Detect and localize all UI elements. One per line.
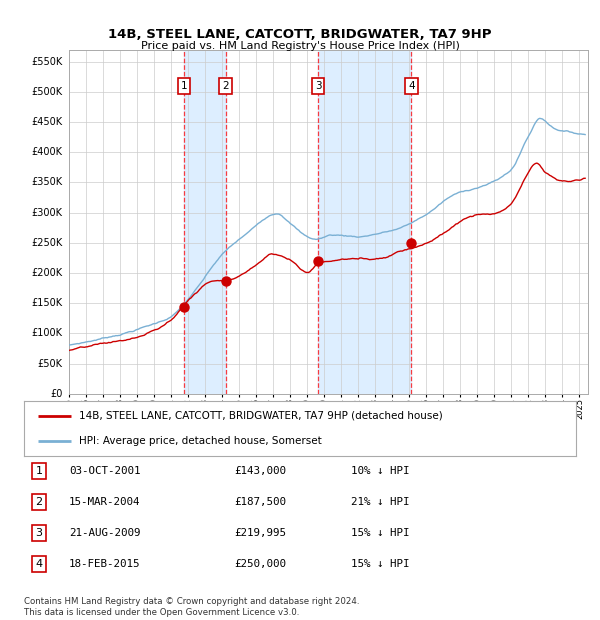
Text: 10% ↓ HPI: 10% ↓ HPI: [351, 466, 409, 476]
Text: £500K: £500K: [32, 87, 63, 97]
Text: 14B, STEEL LANE, CATCOTT, BRIDGWATER, TA7 9HP: 14B, STEEL LANE, CATCOTT, BRIDGWATER, TA…: [108, 28, 492, 41]
Text: 15% ↓ HPI: 15% ↓ HPI: [351, 528, 409, 538]
Text: £250,000: £250,000: [234, 559, 286, 569]
Text: £200K: £200K: [32, 268, 63, 278]
Text: 03-OCT-2001: 03-OCT-2001: [69, 466, 140, 476]
Text: £150K: £150K: [32, 298, 63, 308]
Text: 3: 3: [315, 81, 322, 91]
Text: 15% ↓ HPI: 15% ↓ HPI: [351, 559, 409, 569]
Text: 2: 2: [35, 497, 43, 507]
Text: £219,995: £219,995: [234, 528, 286, 538]
Text: 4: 4: [35, 559, 43, 569]
Text: 2: 2: [223, 81, 229, 91]
Text: 21% ↓ HPI: 21% ↓ HPI: [351, 497, 409, 507]
Text: 1: 1: [35, 466, 43, 476]
Text: £143,000: £143,000: [234, 466, 286, 476]
Text: £350K: £350K: [32, 177, 63, 187]
Text: £0: £0: [50, 389, 63, 399]
Text: 3: 3: [35, 528, 43, 538]
Text: £100K: £100K: [32, 329, 63, 339]
Text: HPI: Average price, detached house, Somerset: HPI: Average price, detached house, Some…: [79, 436, 322, 446]
Text: 18-FEB-2015: 18-FEB-2015: [69, 559, 140, 569]
Text: £400K: £400K: [32, 147, 63, 157]
Text: £300K: £300K: [32, 208, 63, 218]
Text: 1: 1: [181, 81, 187, 91]
Text: £250K: £250K: [32, 238, 63, 248]
Text: 21-AUG-2009: 21-AUG-2009: [69, 528, 140, 538]
Text: 4: 4: [408, 81, 415, 91]
Text: £50K: £50K: [38, 358, 63, 368]
Text: £450K: £450K: [32, 117, 63, 127]
Text: £187,500: £187,500: [234, 497, 286, 507]
Text: £550K: £550K: [32, 56, 63, 67]
Text: 14B, STEEL LANE, CATCOTT, BRIDGWATER, TA7 9HP (detached house): 14B, STEEL LANE, CATCOTT, BRIDGWATER, TA…: [79, 411, 443, 421]
Bar: [184, 50, 226, 394]
Text: Price paid vs. HM Land Registry's House Price Index (HPI): Price paid vs. HM Land Registry's House …: [140, 41, 460, 51]
Text: 15-MAR-2004: 15-MAR-2004: [69, 497, 140, 507]
Text: Contains HM Land Registry data © Crown copyright and database right 2024.
This d: Contains HM Land Registry data © Crown c…: [24, 598, 359, 617]
Bar: [318, 50, 412, 394]
